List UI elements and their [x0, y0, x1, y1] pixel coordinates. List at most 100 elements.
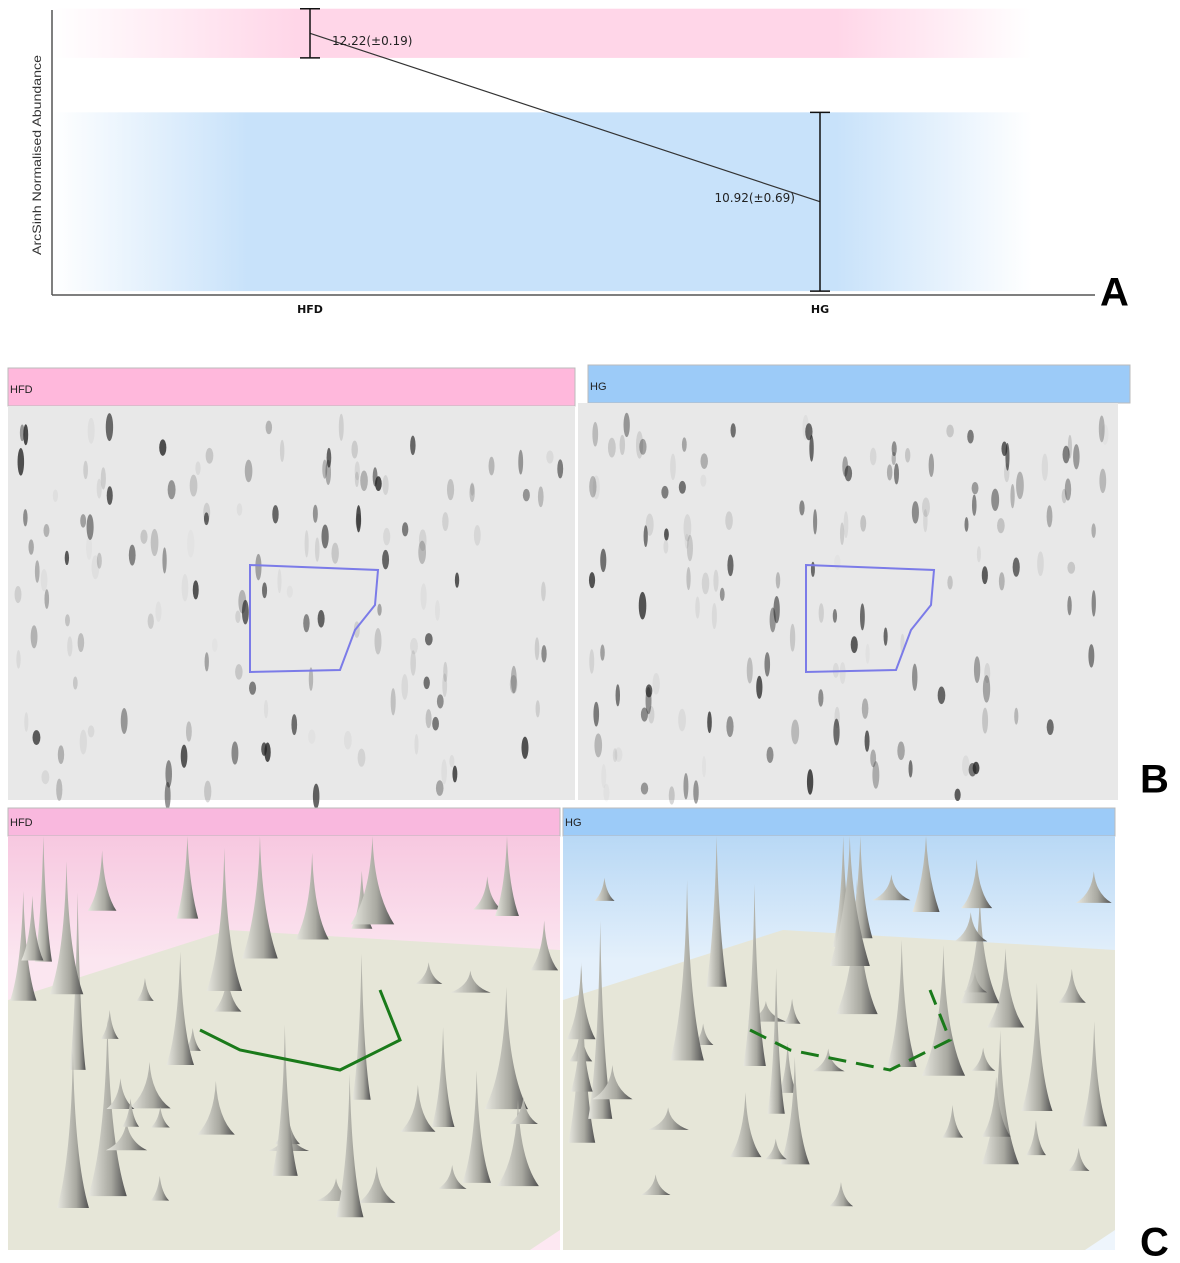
surface-peak — [87, 850, 117, 911]
gel-spot — [593, 701, 600, 727]
panel-letter: B — [1140, 758, 1169, 802]
gel-spot — [354, 471, 359, 488]
y-axis-label: ArcSinh Normalised Abundance — [30, 55, 44, 255]
surface-peak — [128, 1061, 171, 1109]
gel-spot — [522, 488, 530, 502]
gel-spot — [947, 575, 953, 590]
gel-spot — [185, 721, 192, 742]
gel-spot — [261, 742, 267, 756]
surface-peak — [206, 847, 243, 991]
surface-peak — [242, 836, 278, 959]
surface-peak — [213, 973, 242, 1012]
gel-spot — [984, 662, 991, 684]
surface-peak — [962, 972, 988, 993]
gel-spot — [244, 459, 253, 483]
gel-spot — [150, 528, 159, 557]
gel-spot — [72, 676, 78, 690]
surface-peak — [315, 1178, 357, 1202]
gel-spot — [982, 707, 989, 734]
gel-spot — [377, 603, 382, 616]
gel-spot — [241, 599, 249, 625]
surface-peak — [592, 1065, 633, 1100]
gel-spot — [861, 698, 869, 719]
gel-spot — [638, 591, 647, 620]
gel-spot — [1004, 463, 1010, 483]
gel-spot — [235, 610, 241, 623]
gel-spot — [272, 505, 279, 524]
gel-spot — [791, 719, 800, 745]
gel-spot — [418, 540, 427, 565]
surface-peak — [166, 951, 194, 1065]
gel-spot — [1073, 444, 1080, 470]
gel-spot — [695, 596, 700, 619]
gel-spot — [681, 437, 687, 452]
gel-spot — [231, 741, 239, 765]
gel-spot — [304, 530, 309, 558]
gel-spot — [683, 772, 689, 800]
panel-c: HFD HG — [7, 807, 1116, 1250]
gel-spot — [615, 684, 621, 707]
x-tick-label: HG — [811, 303, 829, 316]
gel-spot — [612, 748, 618, 762]
gel-spot — [537, 486, 544, 508]
gel-spot — [423, 676, 430, 690]
gel-spot — [652, 673, 660, 695]
surface-peak — [88, 1017, 127, 1197]
gel-spot — [255, 553, 262, 581]
gel-image — [578, 403, 1118, 800]
gel-spot — [432, 716, 439, 731]
gel-spot — [600, 644, 605, 661]
gel-spot — [86, 514, 94, 540]
gel-spot — [1016, 471, 1024, 500]
gel-spot — [410, 637, 418, 655]
surface-peak — [497, 1099, 539, 1187]
gel-spot — [510, 665, 517, 694]
gel-spot — [640, 782, 649, 795]
gel-spot — [592, 421, 599, 447]
surface-peak — [295, 852, 329, 940]
gel-spot — [441, 759, 447, 785]
gel-spot — [592, 475, 600, 500]
gel-spot — [382, 549, 390, 570]
gel-spot — [326, 447, 332, 468]
panel-a: ArcSinh Normalised Abundance 12.22(±0.19)… — [30, 7, 1095, 316]
gel-spot — [436, 694, 444, 709]
gel-spot — [488, 456, 495, 476]
gel-spot — [937, 686, 946, 705]
gel-spot — [100, 467, 106, 490]
gel-spot — [645, 686, 652, 715]
gel-spot — [164, 781, 171, 810]
surface-peak — [530, 920, 559, 971]
gel-spot — [203, 512, 209, 526]
gel-spot — [401, 673, 409, 700]
surface-peak — [400, 1084, 436, 1132]
gel-spot — [897, 741, 905, 761]
surface-peak — [981, 1030, 1020, 1165]
gel-spot — [954, 788, 961, 802]
gel-spot — [806, 769, 814, 795]
surface-peak — [450, 970, 491, 993]
gel-spot — [719, 587, 725, 601]
surface-peak — [729, 1092, 762, 1158]
gel-spot — [535, 700, 540, 718]
gel-spot — [923, 509, 928, 533]
gel-spot — [839, 522, 845, 546]
surface-peak — [196, 1080, 235, 1135]
surface-peak — [767, 968, 785, 1114]
gel-spot — [17, 448, 25, 476]
surface-peak — [745, 1000, 787, 1022]
gel-spot — [442, 512, 449, 532]
gel-spot — [711, 603, 717, 630]
gel-spot — [167, 480, 176, 500]
gel-spot — [619, 434, 626, 456]
gel-spot — [843, 511, 849, 539]
gel-spot — [52, 489, 59, 502]
gel-spot — [623, 412, 630, 438]
gel-spot — [973, 656, 981, 684]
gel-spot — [96, 552, 102, 569]
gel-spot — [603, 784, 609, 802]
gel-spot — [382, 475, 389, 495]
gel-spot — [663, 539, 669, 554]
gel-spot — [64, 550, 70, 566]
surface-peak — [921, 945, 966, 1076]
